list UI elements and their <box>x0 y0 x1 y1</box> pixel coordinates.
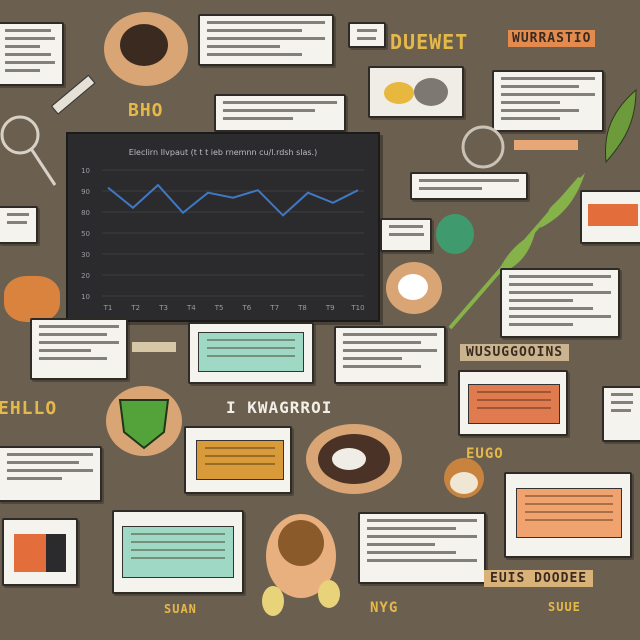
rock-frame-icon <box>386 262 442 314</box>
label-strip-mid-right: WUSUGGOOINS <box>460 344 570 361</box>
mustard-swatch-card <box>184 426 292 494</box>
chart-title: Eleclirn Ilvpaut (t t t ieb rnemnn cu/l.… <box>128 148 318 157</box>
mid-note-small <box>380 218 432 252</box>
x-tick-label: T4 <box>186 304 196 312</box>
magnifier-icon <box>0 115 57 186</box>
bottom-center-note <box>358 512 486 584</box>
line-chart: Eleclirn Ilvpaut (t t t ieb rnemnn cu/l.… <box>66 132 380 322</box>
rock-icon <box>104 12 188 86</box>
label-bottom-right: SUUE <box>548 600 581 614</box>
acorn-icon <box>444 458 484 498</box>
center-note <box>334 326 446 384</box>
x-tick-label: T3 <box>158 304 168 312</box>
x-tick-label: T8 <box>297 304 307 312</box>
label-orange: WURRASTIO <box>508 30 596 47</box>
series-line <box>107 183 359 217</box>
x-tick-label: T1 <box>103 304 113 312</box>
y-tick-label: 50 <box>81 230 90 238</box>
label-bottom-right-strip: EUIS DOODEE <box>484 570 594 587</box>
y-tick-label: 20 <box>81 272 90 280</box>
small-leaf-icon-2 <box>318 580 340 608</box>
ring-icon <box>461 125 505 169</box>
teal-table-card <box>112 510 244 594</box>
small-leaf-icon <box>262 586 284 616</box>
top-small-note <box>348 22 386 48</box>
orange-swatch-card <box>580 190 640 244</box>
orange-shape-icon <box>4 276 60 322</box>
far-right-note <box>602 386 640 442</box>
y-tick-label: 10 <box>81 293 90 301</box>
left-note-3 <box>0 446 102 502</box>
y-tick-label: 80 <box>81 209 90 217</box>
mid-note <box>410 172 528 200</box>
orange-photo-card <box>2 518 78 586</box>
label-yellow: DUEWET <box>390 30 469 54</box>
small-orange-tag <box>514 140 578 150</box>
paper-note <box>0 22 64 86</box>
stones-panel <box>368 66 464 118</box>
label-right-small: EUGO <box>466 446 504 462</box>
salmon-swatch-card <box>458 370 568 436</box>
y-tick-label: 10 <box>81 167 90 175</box>
x-tick-label: T2 <box>130 304 140 312</box>
label-left-yellow: EHLLO <box>0 398 58 419</box>
branch-icon <box>448 173 585 330</box>
right-large-note <box>500 268 620 338</box>
label-bottom-left: SUAN <box>164 602 197 616</box>
note-row <box>214 94 346 132</box>
right-note <box>492 70 604 132</box>
label-bottom-center: NYG <box>370 600 399 616</box>
x-tick-label: T9 <box>325 304 335 312</box>
small-tan-tag <box>132 342 176 352</box>
y-tick-label: 30 <box>81 251 90 259</box>
x-tick-label: T7 <box>269 304 279 312</box>
left-note-1 <box>0 206 38 244</box>
peach-swatch-card <box>504 472 632 558</box>
label-left-orange: BHO <box>128 100 164 121</box>
top-note <box>198 14 334 66</box>
left-note-2 <box>30 318 128 380</box>
rock-stone-icon <box>306 424 402 494</box>
pencil-icon <box>50 74 96 115</box>
teal-swatch-card <box>188 322 314 384</box>
x-tick-label: T10 <box>350 304 364 312</box>
y-tick-label: 90 <box>81 188 90 196</box>
label-center-strip: I KWAGRROI <box>226 398 333 417</box>
shield-icon <box>118 399 170 450</box>
leaf-icon <box>604 88 637 164</box>
x-tick-label: T6 <box>242 304 252 312</box>
x-tick-label: T5 <box>214 304 224 312</box>
shield-frame <box>106 386 182 456</box>
green-stone-icon <box>436 214 474 254</box>
